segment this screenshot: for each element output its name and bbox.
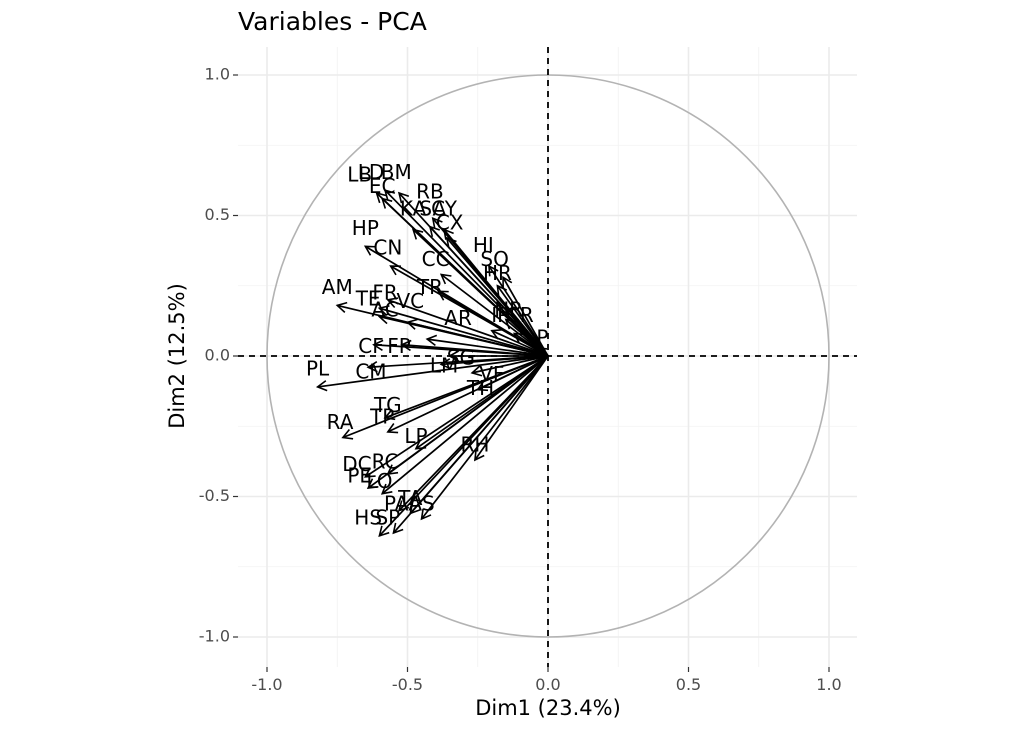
label-sp: SP <box>375 505 400 529</box>
label-dc: DC <box>342 452 371 476</box>
arrow-te <box>377 305 549 357</box>
arrow-pl <box>315 355 549 392</box>
label-ar: AR <box>444 306 472 330</box>
label-cx: CX <box>436 210 464 234</box>
label-fp: FP <box>387 334 411 358</box>
label-cc: CC <box>422 247 450 271</box>
arrow-tp <box>386 355 549 434</box>
arrow-ld <box>383 189 549 357</box>
arrow-cm <box>366 355 549 373</box>
arrow-ar <box>425 334 549 357</box>
label-te: TE <box>355 286 381 310</box>
label-tp: TP <box>369 404 394 428</box>
x-tick-label: 0.5 <box>676 675 701 694</box>
arrow-hr <box>496 284 549 357</box>
x-tick-label: 1.0 <box>816 675 841 694</box>
y-tick-label: -1.0 <box>199 627 230 646</box>
arrow-sp <box>392 355 549 535</box>
x-axis-title: Dim1 (23.4%) <box>475 696 621 720</box>
arrow-vc <box>405 318 549 357</box>
label-pe: PE <box>347 463 372 487</box>
arrow-p <box>535 346 549 358</box>
label-hp: HP <box>352 216 379 240</box>
arrow-cx <box>445 236 549 357</box>
label-ka: KA <box>400 196 427 220</box>
y-tick-label: -0.5 <box>199 486 230 505</box>
label-p: P <box>536 326 548 350</box>
label-cn: CN <box>373 236 402 260</box>
arrow-vf <box>470 355 549 377</box>
arrow-tr <box>436 290 549 357</box>
label-tr: TR <box>416 275 443 299</box>
label-rh: RH <box>460 432 489 456</box>
y-tick-label: 0.0 <box>205 346 230 365</box>
label-pl: PL <box>306 357 330 381</box>
arrow-cc <box>439 273 549 357</box>
label-sa: SA <box>419 196 446 220</box>
label-vc: VC <box>396 289 424 313</box>
label-lp: LP <box>404 424 427 448</box>
arrow-rh <box>473 355 549 462</box>
label-lm: LM <box>430 354 458 378</box>
label-ra: RA <box>327 410 354 434</box>
arrow-as <box>420 355 549 521</box>
arrow-ka <box>411 228 549 357</box>
arrow-dc <box>363 355 549 478</box>
arrow-lo <box>380 355 549 495</box>
chart-title: Variables - PCA <box>238 7 427 36</box>
x-tick-label: 0.0 <box>535 675 560 694</box>
variable-arrows <box>315 189 549 538</box>
label-pa: PA <box>384 491 409 515</box>
label-ld: LD <box>358 160 385 184</box>
label-as: AS <box>408 491 434 515</box>
label-bm: BM <box>381 160 412 184</box>
label-vf: VF <box>479 362 504 386</box>
label-lo: LO <box>366 469 392 493</box>
arrow-fp <box>400 339 549 357</box>
label-cf: CF <box>358 334 383 358</box>
arrow-hs <box>378 355 549 538</box>
label-ec: EC <box>369 174 396 198</box>
label-rc: RC <box>372 449 399 473</box>
label-hs: HS <box>354 505 382 529</box>
label-fr: FR <box>372 281 398 305</box>
x-axis-ticks: -1.0 -0.5 0.0 0.5 1.0 <box>251 667 842 694</box>
arrow-pe <box>366 355 549 490</box>
label-ip: IP <box>491 303 509 327</box>
label-cy: CY <box>431 196 458 220</box>
x-tick-label: -1.0 <box>251 675 282 694</box>
label-hi: HI <box>473 233 494 257</box>
y-tick-label: 1.0 <box>205 65 230 84</box>
arrow-sa <box>428 225 549 357</box>
label-nr: NR <box>494 298 523 322</box>
y-tick-label: 0.5 <box>205 205 230 224</box>
arrow-fr <box>386 297 549 357</box>
label-lb: LB <box>347 163 372 187</box>
y-axis-ticks: 1.0 0.5 0.0 -0.5 -1.0 <box>199 65 238 646</box>
label-tg: TG <box>373 393 402 417</box>
label-hr: HR <box>483 261 512 285</box>
label-cr: CR <box>506 303 534 327</box>
label-so: SO <box>480 247 508 271</box>
label-ta: TA <box>397 486 423 510</box>
x-tick-label: -0.5 <box>392 675 423 694</box>
label-sg: SG <box>447 345 475 369</box>
label-rb: RB <box>416 180 444 204</box>
y-axis-title: Dim2 (12.5%) <box>165 283 189 429</box>
arrow-tg <box>383 355 549 421</box>
label-ac: AC <box>371 298 398 322</box>
label-cm: CM <box>355 359 386 383</box>
label-th: TH <box>466 376 494 400</box>
arrow-so <box>502 275 549 357</box>
label-am: AM <box>322 275 353 299</box>
